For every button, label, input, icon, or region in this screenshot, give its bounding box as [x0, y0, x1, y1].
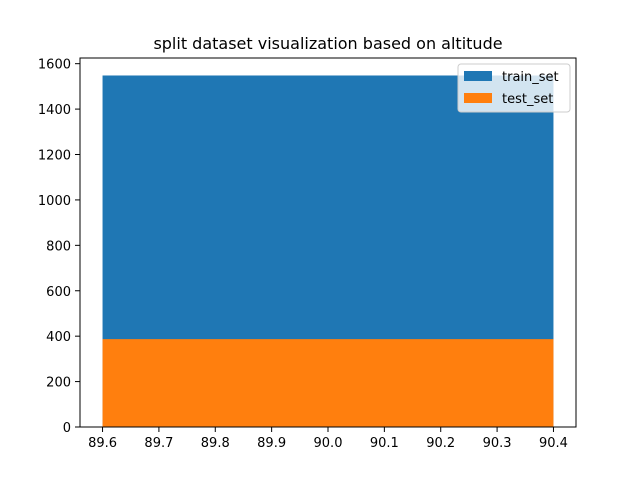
- legend-swatch-train-set: [464, 71, 492, 81]
- y-tick-label: 1400: [38, 103, 71, 118]
- y-tick-label: 800: [46, 239, 71, 254]
- chart-title: split dataset visualization based on alt…: [153, 34, 502, 53]
- x-tick-label: 90.4: [539, 436, 568, 451]
- x-tick-label: 89.7: [144, 436, 173, 451]
- y-tick-label: 400: [46, 330, 71, 345]
- x-tick-label: 90.0: [314, 436, 343, 451]
- x-tick-label: 90.2: [426, 436, 455, 451]
- x-tick-label: 90.3: [483, 436, 512, 451]
- x-axis-ticks: 89.6 89.7 89.8 89.9 90.0 90.1 90.2 90.3 90.4: [88, 427, 568, 451]
- plot-frame: [79, 57, 577, 428]
- y-tick-label: 0: [63, 421, 71, 436]
- x-tick-label: 89.8: [201, 436, 230, 451]
- y-tick-label: 1600: [38, 58, 71, 73]
- y-tick-label: 200: [46, 376, 71, 391]
- bars-layer: [102, 75, 554, 427]
- legend-swatch-test-set: [464, 93, 492, 103]
- legend-label-train-set: train_set: [502, 70, 559, 85]
- x-tick-label: 89.9: [257, 436, 286, 451]
- x-tick-label: 90.1: [370, 436, 399, 451]
- legend-label-test-set: test_set: [502, 92, 553, 107]
- y-tick-label: 1200: [38, 149, 71, 164]
- x-tick-label: 89.6: [88, 436, 117, 451]
- y-tick-label: 600: [46, 285, 71, 300]
- y-axis-ticks: 0 200 400 600 800 1000 1200 1400 1600: [38, 58, 80, 436]
- bar-test-set: [102, 339, 554, 427]
- y-tick-label: 1000: [38, 194, 71, 209]
- legend: train_set test_set: [457, 63, 571, 113]
